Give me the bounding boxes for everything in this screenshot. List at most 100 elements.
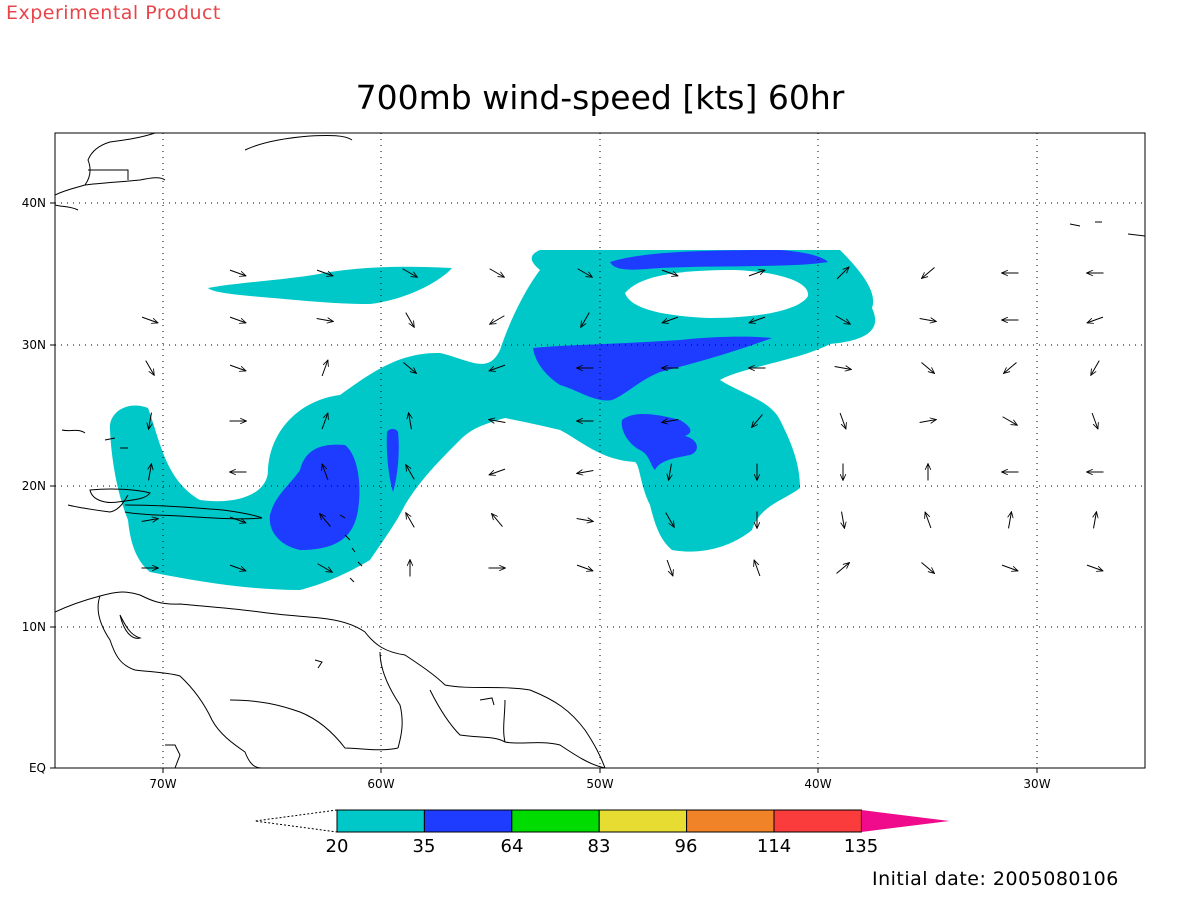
- legend-label: 64: [501, 836, 524, 857]
- wind-vector: [921, 562, 934, 574]
- wind-vector: [1091, 360, 1100, 376]
- wind-vectors: [141, 267, 1104, 577]
- wind-vector: [229, 269, 246, 276]
- wind-vector: [748, 270, 765, 277]
- legend-low-triangle: [254, 809, 338, 833]
- wind-vector: [1091, 412, 1098, 429]
- y-tick-label: EQ: [29, 761, 46, 775]
- x-tick-label: 40W: [804, 777, 831, 791]
- wind-vector: [919, 420, 937, 423]
- wind-vector: [492, 513, 503, 527]
- map-title: 700mb wind-speed [kts] 60hr: [355, 78, 845, 117]
- legend-label: 96: [675, 836, 698, 857]
- legend-label: 83: [588, 836, 611, 857]
- wind-vector: [836, 267, 849, 280]
- wind-vector: [229, 564, 246, 571]
- wind-vector: [409, 413, 412, 430]
- wind-vector: [1001, 564, 1018, 571]
- wind-vector: [141, 519, 159, 522]
- axis-ticks: [50, 202, 1038, 773]
- wind-vector: [666, 559, 673, 576]
- legend-swatch: [423, 809, 513, 833]
- legend-swatch: [598, 809, 688, 833]
- wind-vector: [842, 511, 845, 529]
- y-tick-label: 10N: [22, 620, 46, 634]
- wind-vector: [1003, 362, 1017, 374]
- wind-vector: [1009, 512, 1012, 529]
- wind-vector: [576, 564, 593, 571]
- wind-vector: [489, 420, 506, 423]
- wind-vector: [489, 268, 505, 278]
- wind-vector: [317, 563, 333, 573]
- wind-vector: [921, 362, 934, 374]
- legend-label: 20: [326, 836, 349, 857]
- wind-vector: [834, 367, 852, 370]
- x-tick-label: 50W: [586, 777, 613, 791]
- y-tick-label: 30N: [22, 338, 46, 352]
- legend-labels: 20 35 64 83 96 114 135: [326, 836, 879, 857]
- wind-vector: [661, 269, 678, 276]
- wind-vector: [662, 316, 679, 323]
- wind-vector: [405, 312, 415, 328]
- wind-vector: [316, 269, 333, 276]
- wind-vector: [925, 512, 932, 529]
- wind-vector: [577, 268, 593, 278]
- calm-region: [625, 270, 809, 318]
- wind-vector: [402, 268, 418, 278]
- wind-vector: [490, 315, 505, 325]
- wind-vector: [839, 412, 846, 429]
- legend-label: 114: [757, 836, 791, 857]
- wind-vector: [752, 414, 763, 427]
- x-axis-labels: 70W 60W 50W 40W 30W: [149, 777, 1050, 791]
- wind-vector: [229, 316, 246, 323]
- wind-vector: [229, 364, 246, 371]
- wind-vector: [145, 360, 155, 376]
- wind-35kt-fill: [269, 250, 828, 550]
- wind-vector: [919, 319, 937, 322]
- initial-date: Initial date: 2005080106: [872, 868, 1119, 890]
- x-tick-label: 60W: [367, 777, 394, 791]
- legend-high-triangle: [861, 810, 950, 832]
- wind-vector: [229, 516, 246, 523]
- wind-vector: [576, 519, 594, 522]
- wind-vector: [921, 267, 935, 279]
- color-legend: [254, 809, 950, 833]
- wind-vector: [322, 464, 329, 481]
- wind-vector: [141, 316, 158, 323]
- wind-vector: [669, 463, 672, 481]
- legend-label: 135: [844, 836, 878, 857]
- x-tick-label: 70W: [149, 777, 176, 791]
- wind-vector: [835, 315, 851, 325]
- wind-vector: [489, 468, 506, 475]
- wind-vector: [321, 413, 328, 430]
- y-tick-label: 40N: [22, 196, 46, 210]
- wind-vector: [662, 420, 679, 423]
- wind-vector: [836, 563, 849, 574]
- wind-vector: [1086, 564, 1103, 571]
- x-tick-label: 30W: [1023, 777, 1050, 791]
- y-tick-label: 20N: [22, 479, 46, 493]
- legend-swatch: [511, 809, 600, 833]
- wind-vector: [1002, 416, 1018, 426]
- wind-vector: [754, 560, 761, 577]
- wind-vector: [406, 465, 415, 480]
- wind-vector: [1094, 512, 1097, 529]
- legend-swatch: [686, 809, 775, 833]
- legend-swatch: [773, 809, 862, 833]
- wind-vector: [321, 360, 328, 377]
- wind-vector: [581, 312, 590, 328]
- wind-vector: [1087, 316, 1104, 323]
- wind-vector: [489, 364, 506, 371]
- wind-vector: [749, 316, 766, 323]
- wind-vector: [665, 512, 675, 528]
- wind-vector: [403, 362, 416, 374]
- wind-vector: [577, 471, 594, 474]
- wind-vector: [149, 464, 152, 481]
- experimental-product-label: Experimental Product: [6, 2, 221, 24]
- wind-vector: [149, 412, 152, 430]
- y-axis-labels: 40N 30N 20N 10N EQ: [22, 196, 46, 775]
- wind-vector: [316, 319, 334, 322]
- coastlines: [55, 133, 1145, 768]
- legend-label: 35: [413, 836, 436, 857]
